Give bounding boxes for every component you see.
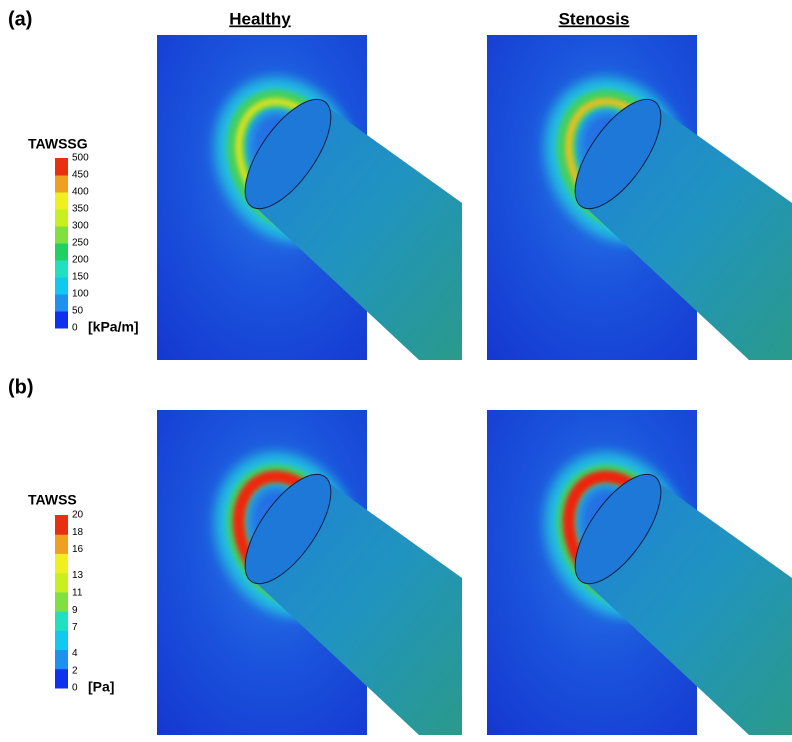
colorbar-segment	[55, 553, 68, 574]
simulation-image	[487, 35, 792, 360]
colorbar-segment	[55, 243, 68, 261]
colorbar-tick-label: 16	[72, 544, 84, 555]
colorbar-tick-label: 150	[72, 272, 89, 283]
colorbar-segment	[55, 515, 68, 535]
sim-content	[157, 35, 462, 360]
colorbar-tick-label: 2	[72, 665, 78, 676]
colorbar-tick-label: 11	[72, 587, 83, 598]
colorbar-segment	[55, 649, 68, 670]
colorbar-tick-label: 450	[72, 170, 89, 181]
colorbar-segment	[55, 175, 68, 193]
colorbar-segment	[55, 668, 68, 689]
colorbar-tick-label: 100	[72, 289, 89, 300]
colorbar-title: TAWSSG	[28, 136, 88, 152]
colorbar-tick-label: 250	[72, 238, 89, 249]
colorbar-tick-label: 0	[72, 323, 78, 334]
colorbar-segment	[55, 611, 68, 631]
colorbar-tick-label: 18	[72, 527, 84, 538]
simulation-image	[157, 410, 462, 735]
panel-label: (a)	[8, 8, 32, 30]
vessel-cap	[574, 98, 662, 210]
column-header: Stenosis	[559, 9, 630, 28]
colorbar-tick-label: 350	[72, 204, 89, 215]
colorbar-segment	[55, 534, 68, 554]
colorbar-tick-label: 0	[72, 683, 78, 694]
vessel-cap	[244, 473, 332, 585]
colorbar-tick-label: 4	[72, 648, 78, 659]
colorbar-unit: [Pa]	[88, 679, 114, 695]
colorbar-title: TAWSS	[28, 492, 77, 508]
colorbar-tick-label: 50	[72, 306, 84, 317]
colorbar-segment	[55, 226, 68, 244]
colorbar-tick-label: 300	[72, 221, 89, 232]
colorbar-segment	[55, 277, 68, 295]
panel-label: (b)	[8, 376, 34, 398]
colorbar-tick-label: 400	[72, 187, 89, 198]
colorbar-tick-label: 7	[72, 622, 78, 633]
simulation-image	[487, 410, 792, 735]
colorbar-tick-label: 20	[72, 510, 84, 521]
colorbar-segment	[55, 260, 68, 278]
sim-content	[487, 35, 792, 360]
colorbar-tick-label: 9	[72, 605, 78, 616]
colorbar-segment	[55, 572, 68, 593]
colorbar-tick-label: 13	[72, 570, 84, 581]
colorbar-segment	[55, 591, 68, 612]
colorbar-segment	[55, 311, 68, 329]
colorbar-segment	[55, 192, 68, 210]
colorbar-segment	[55, 630, 68, 651]
colorbar-segment	[55, 158, 68, 176]
simulation-image	[157, 35, 462, 360]
vessel-cap	[574, 473, 662, 585]
sim-content	[487, 410, 792, 735]
colorbar-unit: [kPa/m]	[88, 319, 139, 335]
colorbar-segment	[55, 294, 68, 312]
colorbar-tick-label: 200	[72, 255, 89, 266]
column-header: Healthy	[229, 9, 291, 28]
colorbar-tick-label: 500	[72, 153, 89, 164]
vessel-cap	[244, 98, 332, 210]
colorbar-segment	[55, 209, 68, 227]
sim-content	[157, 410, 462, 735]
